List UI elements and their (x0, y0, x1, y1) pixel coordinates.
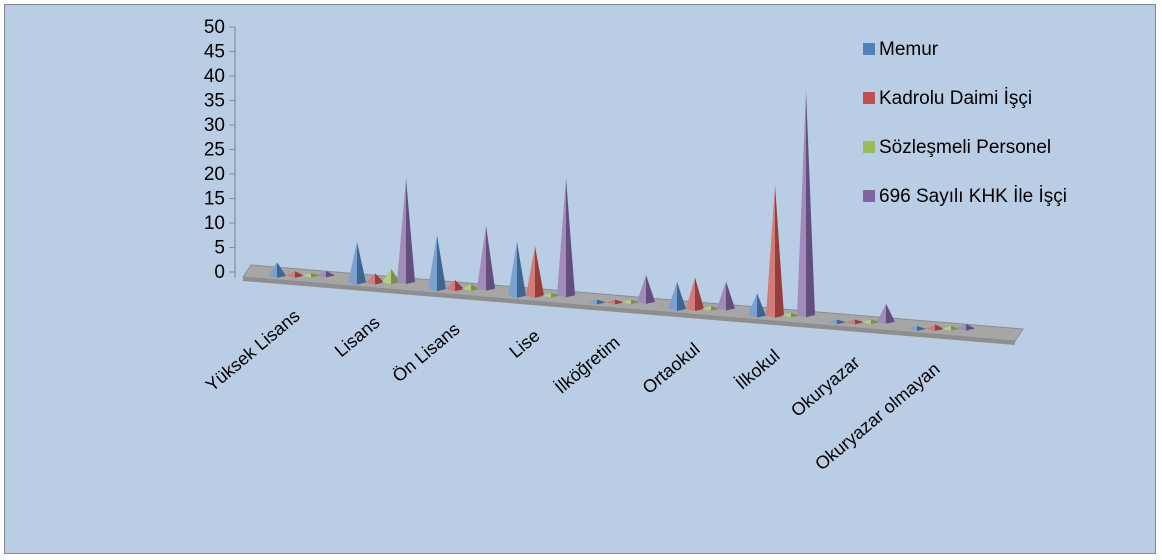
chart-area: 0 5 10 15 20 25 30 35 40 45 50 Yüksek Lisans Lisans Ö… (4, 4, 1156, 554)
y-tick-label: 45 (204, 42, 225, 63)
bar-696-say-l-khk-i-le-i-i-7 (877, 303, 895, 324)
category-label: Yüksek Lisans (202, 306, 304, 396)
bar-memur-7 (828, 319, 846, 325)
bar-kadrolu-daimi-i-i-0 (286, 271, 304, 278)
bar-memur-6 (748, 293, 766, 318)
bar-kadrolu-daimi-i-i-4 (606, 299, 624, 305)
bar-696-say-l-khk-i-le-i-i-2 (477, 225, 495, 291)
bar-kadrolu-daimi-i-i-8 (926, 324, 944, 331)
bar-kadrolu-daimi-i-i-1 (366, 273, 384, 285)
bar-s-zle-meli-personel-0 (302, 272, 320, 278)
bar-s-zle-meli-personel-2 (462, 284, 480, 291)
bar-696-say-l-khk-i-le-i-i-4 (637, 274, 655, 304)
bar-s-zle-meli-personel-8 (942, 325, 960, 331)
y-tick-label: 35 (204, 91, 225, 112)
bar-s-zle-meli-personel-7 (862, 319, 880, 325)
bar-memur-4 (588, 299, 606, 305)
bar-696-say-l-khk-i-le-i-i-1 (397, 178, 415, 285)
bar-s-zle-meli-personel-6 (782, 312, 800, 318)
bar-696-say-l-khk-i-le-i-i-8 (957, 323, 975, 331)
y-tick-label: 30 (204, 115, 225, 136)
legend-label: Sözleşmeli Personel (879, 137, 1051, 158)
legend-swatch (863, 141, 875, 153)
category-label: Ortaokul (639, 339, 704, 398)
bar-s-zle-meli-personel-4 (622, 299, 640, 305)
category-label: İlkokul (732, 345, 784, 393)
chart-svg: 0 5 10 15 20 25 30 35 40 45 50 Yüksek Lisans Lisans Ö… (202, 17, 1067, 474)
category-label: İlköğretim (551, 332, 624, 397)
bar-s-zle-meli-personel-5 (702, 306, 720, 311)
category-label: Okuryazar (787, 352, 863, 421)
bar-memur-3 (508, 241, 526, 298)
legend-swatch (863, 43, 875, 55)
y-tick-label: 0 (214, 262, 225, 283)
bar-memur-1 (348, 241, 366, 285)
legend-swatch (863, 92, 875, 104)
bar-696-say-l-khk-i-le-i-i-6 (797, 89, 815, 318)
bar-memur-2 (428, 234, 446, 292)
bar-kadrolu-daimi-i-i-6 (766, 184, 784, 318)
floor-edge (243, 277, 1015, 345)
legend-label: 696 Sayılı KHK İle İşçi (879, 186, 1067, 207)
y-tick-label: 25 (204, 140, 225, 161)
bar-696-say-l-khk-i-le-i-i-5 (717, 281, 735, 311)
bar-696-say-l-khk-i-le-i-i-3 (557, 178, 575, 298)
legend-label: Kadrolu Daimi İşçi (879, 88, 1032, 109)
bar-696-say-l-khk-i-le-i-i-0 (317, 270, 335, 278)
y-tick-label: 5 (214, 238, 225, 259)
category-label: Ön Lisans (389, 319, 464, 386)
bar-kadrolu-daimi-i-i-2 (446, 280, 464, 292)
legend-swatch (863, 190, 875, 202)
bar-memur-8 (908, 326, 926, 331)
y-tick-label: 50 (204, 17, 225, 38)
legend-label: Memur (879, 39, 939, 60)
y-tick-label: 20 (204, 164, 225, 185)
bar-s-zle-meli-personel-3 (542, 292, 560, 298)
y-tick-label: 15 (204, 189, 225, 210)
bar-kadrolu-daimi-i-i-3 (526, 246, 544, 298)
bar-kadrolu-daimi-i-i-7 (846, 319, 864, 325)
category-label: Lise (505, 325, 543, 362)
category-label: Lisans (331, 312, 384, 361)
bar-memur-5 (668, 281, 686, 311)
bar-kadrolu-daimi-i-i-5 (686, 277, 704, 311)
y-tick-label: 10 (204, 213, 225, 234)
bar-memur-0 (268, 262, 286, 278)
y-tick-label: 40 (204, 66, 225, 87)
